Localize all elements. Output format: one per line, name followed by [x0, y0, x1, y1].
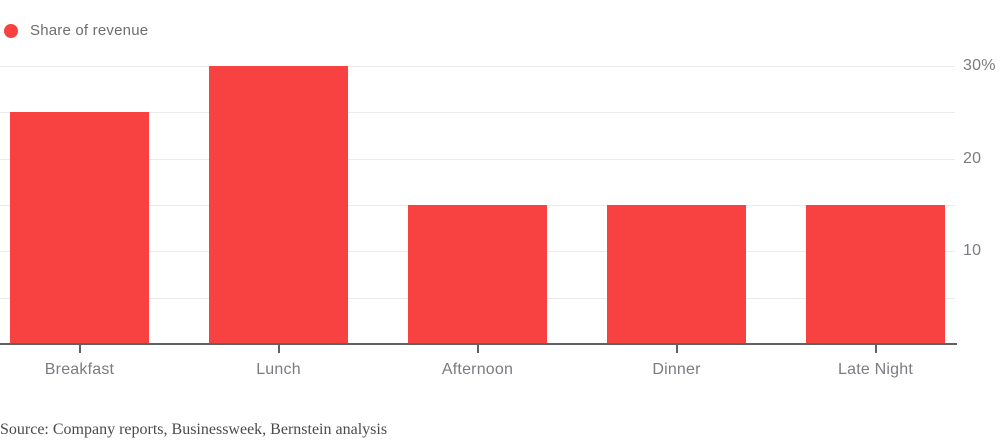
x-axis-label-lunch: Lunch [256, 361, 301, 378]
gridline-20 [0, 158, 955, 160]
bar-late-night [806, 205, 945, 344]
x-tick-breakfast [78, 345, 81, 353]
y-axis-label-20: 20 [963, 149, 982, 167]
bar-afternoon [408, 205, 547, 344]
y-axis-label-10: 10 [963, 242, 982, 260]
x-tick-afternoon [476, 345, 479, 353]
bar-lunch [209, 66, 348, 344]
legend-label: Share of revenue [30, 22, 149, 39]
x-axis-label-afternoon: Afternoon [441, 361, 514, 378]
legend: Share of revenue [4, 22, 148, 40]
plot-area: Breakfast Lunch Afternoon Dinner Late Night 3… [0, 57, 996, 378]
bar-breakfast [10, 112, 149, 344]
bar-dinner [607, 205, 746, 344]
x-tick-dinner [675, 345, 678, 353]
gridline-30 [0, 66, 955, 67]
x-axis-label-late-night: Late Night [838, 361, 913, 378]
x-axis-label-dinner: Dinner [652, 361, 701, 378]
y-axis-label-30: 30% [963, 57, 996, 74]
x-axis-line [0, 343, 957, 345]
x-tick-late-night [874, 345, 877, 353]
x-tick-lunch [277, 345, 280, 353]
source-note: Source: Company reports, Businessweek, B… [0, 421, 388, 438]
x-axis-label-breakfast: Breakfast [44, 361, 115, 378]
legend-marker-dot-icon [4, 24, 18, 38]
gridline-25 [0, 112, 955, 114]
